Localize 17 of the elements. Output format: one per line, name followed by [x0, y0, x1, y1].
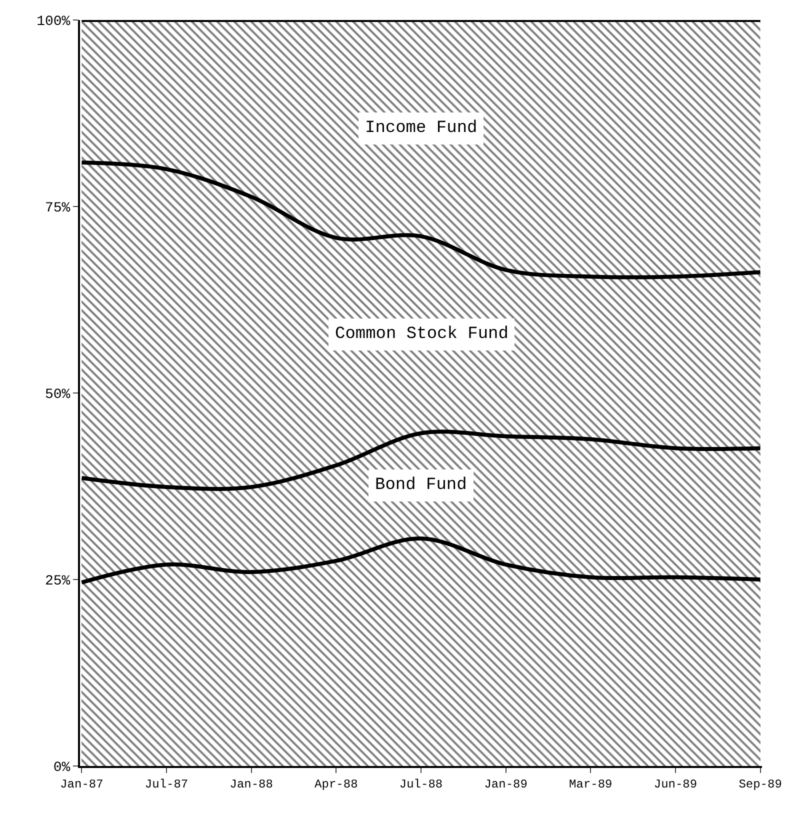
x-tick-label: Apr-88	[314, 777, 358, 792]
x-tick-label: Jul-87	[144, 777, 188, 792]
series-label: Income Fund	[365, 119, 478, 138]
y-tick-label: 75%	[44, 200, 71, 216]
x-tick-label: Jan-89	[484, 777, 528, 792]
x-tick-label: Jan-88	[230, 777, 273, 792]
x-tick-label: Sep-89	[738, 777, 782, 792]
y-tick-label: 100%	[36, 14, 71, 30]
x-tick-label: Jun-89	[654, 777, 698, 792]
series-label: Common Stock Fund	[335, 325, 508, 344]
x-tick-label: Jul-88	[399, 777, 443, 792]
x-tick-label: Jan-87	[60, 777, 104, 792]
y-tick-label: 50%	[44, 386, 71, 403]
y-tick-label: 25%	[44, 573, 71, 590]
x-tick-label: Mar-89	[569, 777, 612, 792]
y-tick-label: 0%	[53, 760, 71, 776]
series-label: Bond Fund	[375, 476, 467, 495]
